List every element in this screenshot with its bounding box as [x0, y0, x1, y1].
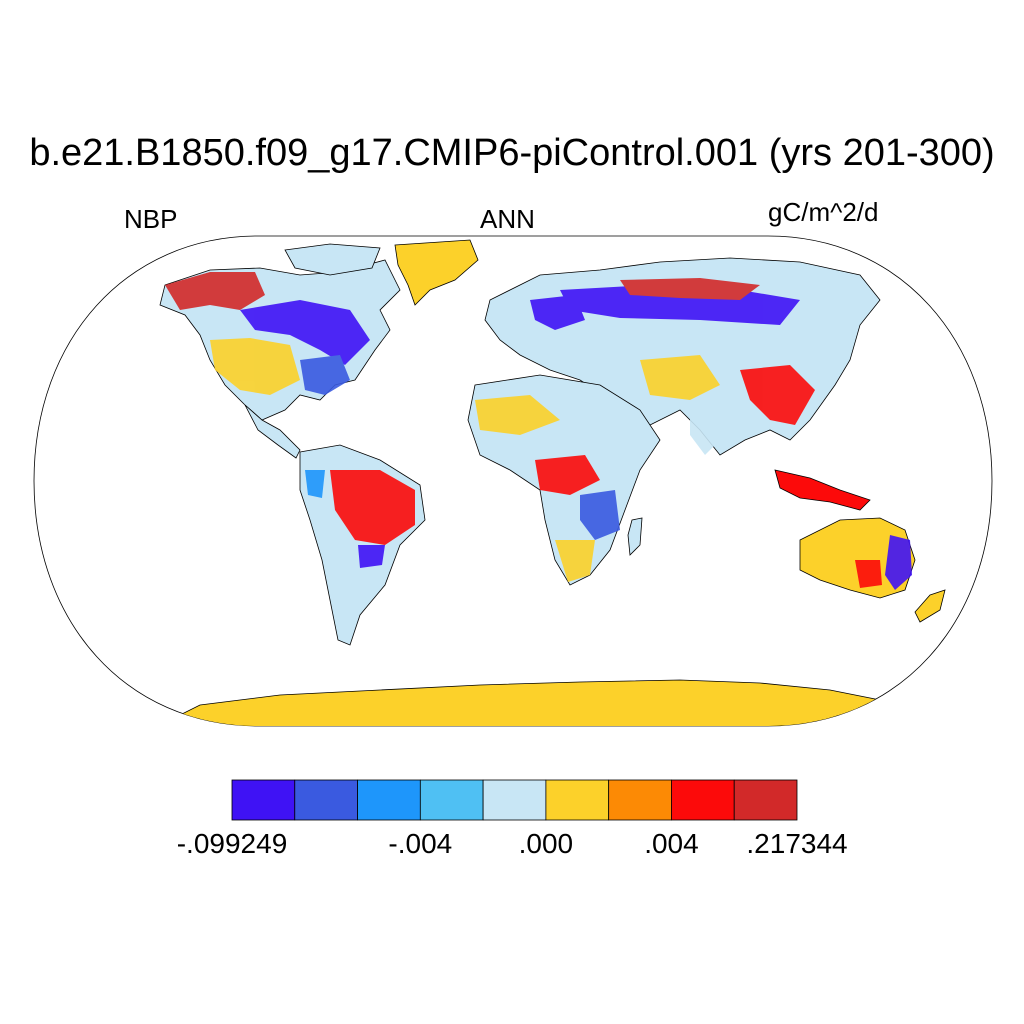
patch-sa-light-blue	[305, 470, 325, 498]
land-antarctica	[149, 679, 901, 726]
patch-canada-positive	[165, 272, 265, 310]
patch-india	[690, 405, 720, 455]
colorbar	[231, 779, 798, 821]
patch-amazon-positive	[330, 470, 415, 545]
colorbar-swatch	[482, 779, 547, 821]
colorbar-swatch	[608, 779, 672, 821]
patch-us-mixed	[210, 338, 300, 395]
patch-africa-blue	[580, 490, 620, 540]
land-australia	[799, 517, 916, 599]
colorbar-tick-label: .000	[518, 828, 574, 859]
units-label: gC/m^2/d	[768, 197, 879, 227]
colorbar-tick-label: -.099249	[176, 828, 288, 859]
land-greenland	[394, 239, 479, 306]
colorbar-tick-label: .004	[644, 828, 699, 859]
patch-australia-east-negative	[885, 535, 912, 590]
colorbar-tick-label: .217344	[746, 828, 848, 859]
colorbar-swatch	[733, 779, 798, 821]
variable-label: NBP	[124, 204, 178, 234]
patch-sahara-yellow	[475, 395, 560, 435]
patch-sa-negative	[358, 545, 385, 568]
patch-africa-red	[535, 455, 600, 495]
season-label: ANN	[480, 204, 535, 234]
patch-asia-south-red	[740, 365, 815, 425]
land-maritime-asia	[774, 469, 871, 511]
colorbar-swatch	[671, 779, 735, 821]
patch-australia-red	[855, 560, 882, 588]
plot-title: b.e21.B1850.f09_g17.CMIP6-piControl.001 …	[29, 132, 995, 174]
patch-europe-blue	[530, 295, 585, 330]
colorbar-swatch	[294, 779, 358, 821]
patch-africa-south-yellow	[555, 540, 595, 582]
colorbar-tick-label: -.004	[388, 828, 453, 859]
land-madagascar	[627, 517, 643, 556]
land-central-america	[244, 404, 301, 459]
patch-canada-negative	[240, 300, 370, 365]
patch-us-east-negative	[300, 355, 350, 395]
land-new-zealand	[914, 589, 946, 623]
colorbar-swatch	[231, 779, 296, 821]
colorbar-swatch	[357, 779, 421, 821]
nbp-field-patches	[165, 272, 912, 590]
land-arctic-islands	[284, 243, 381, 276]
colorbar-swatch	[545, 779, 610, 821]
patch-siberia-positive	[620, 278, 760, 300]
colorbar-swatch	[419, 779, 484, 821]
patch-asia-yellow	[640, 355, 720, 400]
